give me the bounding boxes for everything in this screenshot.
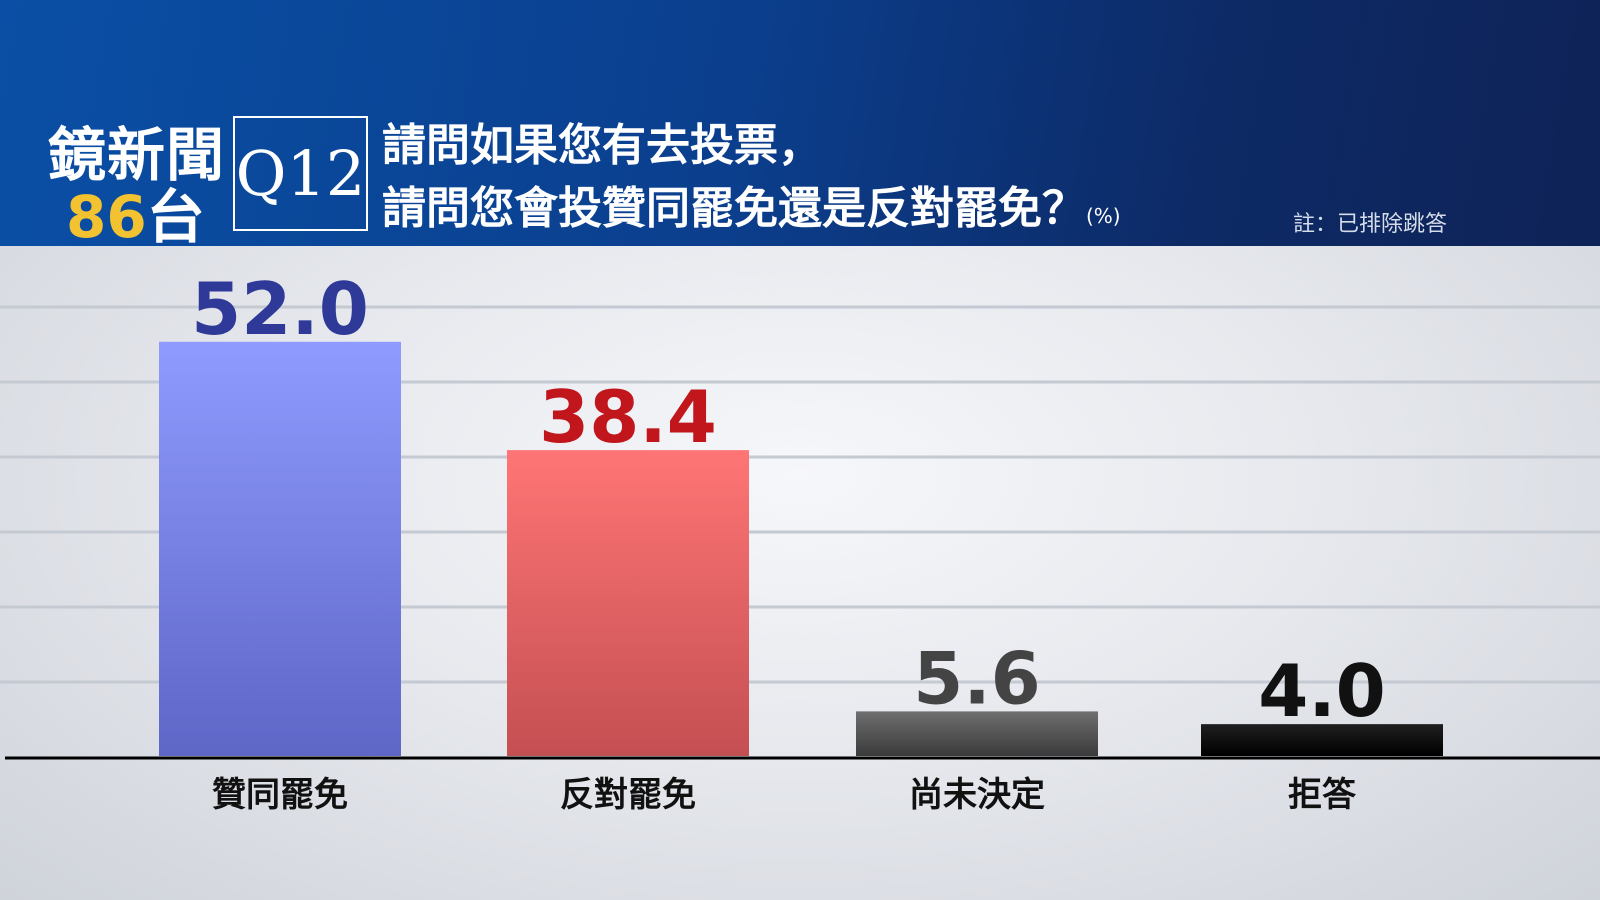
value-label-4: 4.0: [1258, 649, 1386, 733]
note-text: 註：已排除跳答: [1293, 212, 1448, 237]
brand-name: 鏡新聞: [48, 121, 226, 189]
category-label-2: 反對罷免: [560, 775, 696, 815]
value-label-2: 38.4: [539, 375, 717, 459]
channel-number: 86: [66, 183, 147, 251]
question-id: Q12: [233, 116, 368, 231]
bar-1: [159, 341, 401, 756]
value-label-3: 5.6: [913, 636, 1041, 720]
question-text: 請問如果您有去投票， 請問您會投贊同罷免還是反對罷免？(%): [382, 114, 1121, 248]
bar-chart: 52.0 贊同罷免 38.4 反對罷免 5.6 尚未決定 4.0 拒答: [0, 267, 1600, 815]
bar-2: [507, 450, 749, 756]
question-line-2-text: 請問您會投贊同罷免還是反對罷免？: [382, 183, 1086, 234]
chart-header: 鏡新聞 86台 Q12 請問如果您有去投票， 請問您會投贊同罷免還是反對罷免？(…: [0, 0, 1600, 251]
value-label-1: 52.0: [191, 267, 369, 351]
category-label-4: 拒答: [1288, 775, 1357, 815]
bar-3: [856, 711, 1098, 756]
category-label-1: 贊同罷免: [212, 775, 348, 815]
plot-area: 52.0 贊同罷免 38.4 反對罷免 5.6 尚未決定 4.0 拒答: [0, 246, 1600, 900]
channel-suffix: 台: [146, 183, 205, 251]
question-line-1: 請問如果您有去投票，: [382, 120, 822, 171]
brand-channel: 86台: [66, 170, 205, 254]
category-label-3: 尚未決定: [909, 775, 1045, 815]
unit-label: (%): [1086, 204, 1121, 228]
bar-4: [1201, 724, 1443, 756]
question-line-2: 請問您會投贊同罷免還是反對罷免？(%): [382, 177, 1121, 248]
